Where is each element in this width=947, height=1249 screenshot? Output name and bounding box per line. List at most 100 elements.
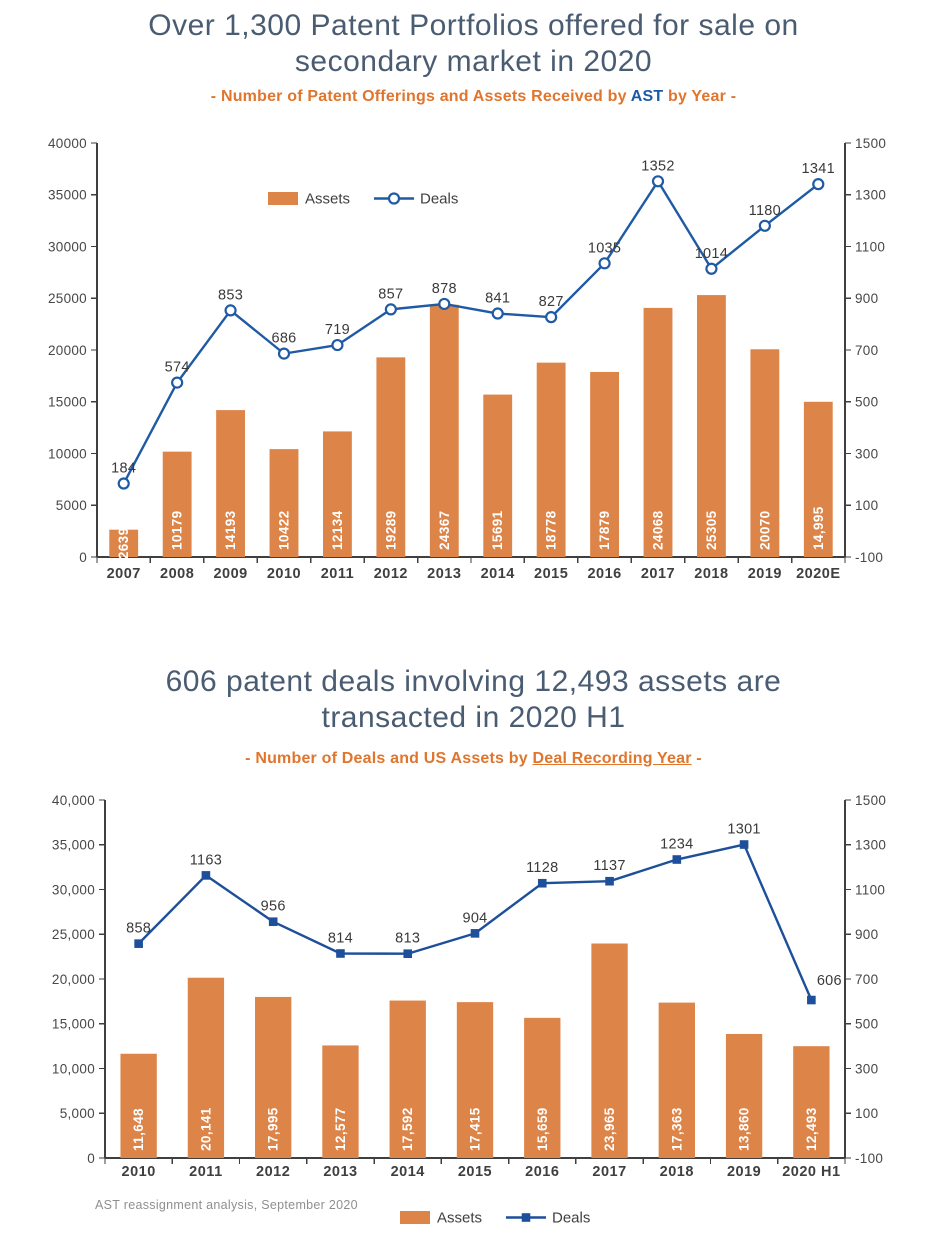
svg-text:574: 574 (165, 360, 190, 376)
svg-text:23,965: 23,965 (602, 1107, 617, 1151)
svg-text:2016: 2016 (525, 1164, 559, 1180)
svg-text:10422: 10422 (277, 510, 292, 550)
chart2-subtitle-suffix: - (691, 750, 702, 767)
svg-text:10,000: 10,000 (52, 1061, 95, 1076)
chart1-subtitle-suffix: by Year - (663, 88, 737, 105)
svg-text:2015: 2015 (534, 566, 568, 582)
svg-text:2008: 2008 (160, 566, 194, 582)
svg-text:1234: 1234 (660, 837, 693, 853)
svg-text:17879: 17879 (597, 510, 612, 550)
svg-text:14,995: 14,995 (811, 506, 826, 550)
svg-text:1300: 1300 (855, 188, 886, 203)
svg-text:17,995: 17,995 (266, 1107, 281, 1151)
svg-text:0: 0 (87, 1151, 95, 1166)
chart2-subtitle-underlined: Deal Recording Year (532, 750, 692, 767)
svg-text:300: 300 (855, 446, 878, 461)
svg-text:18778: 18778 (544, 510, 559, 550)
svg-text:500: 500 (855, 395, 878, 410)
svg-text:-100: -100 (855, 1151, 883, 1166)
svg-text:20070: 20070 (757, 510, 772, 550)
svg-text:606: 606 (817, 973, 842, 989)
svg-text:2013: 2013 (427, 566, 461, 582)
source-note: AST reassignment analysis, September 202… (95, 1198, 358, 1212)
svg-text:1341: 1341 (802, 161, 835, 177)
svg-text:Deals: Deals (420, 191, 458, 208)
svg-text:700: 700 (855, 343, 878, 358)
chart1-title: Over 1,300 Patent Portfolios offered for… (0, 8, 947, 80)
svg-text:20,141: 20,141 (198, 1107, 213, 1151)
svg-text:40000: 40000 (48, 136, 87, 151)
svg-text:13,860: 13,860 (737, 1107, 752, 1151)
svg-text:15691: 15691 (490, 510, 505, 550)
svg-text:Assets: Assets (437, 1210, 482, 1227)
chart2-subtitle-prefix: - Number of Deals and US Assets by (245, 750, 533, 767)
svg-text:1128: 1128 (526, 860, 558, 876)
svg-text:2009: 2009 (213, 566, 247, 582)
svg-text:2020 H1: 2020 H1 (782, 1164, 840, 1180)
svg-text:2020E: 2020E (796, 566, 840, 582)
svg-text:0: 0 (79, 550, 87, 565)
svg-text:500: 500 (855, 1017, 878, 1032)
svg-text:1352: 1352 (641, 158, 674, 174)
svg-text:10000: 10000 (48, 446, 87, 461)
svg-text:184: 184 (111, 461, 136, 477)
svg-text:15,000: 15,000 (52, 1017, 95, 1032)
svg-text:1500: 1500 (855, 793, 886, 808)
svg-text:956: 956 (261, 899, 286, 915)
svg-text:2019: 2019 (748, 566, 782, 582)
chart1-title-line1: Over 1,300 Patent Portfolios offered for… (148, 9, 799, 42)
svg-text:Deals: Deals (552, 1210, 590, 1227)
svg-text:1300: 1300 (855, 838, 886, 853)
svg-text:Assets: Assets (305, 191, 350, 208)
svg-text:2013: 2013 (323, 1164, 357, 1180)
svg-text:5000: 5000 (56, 498, 87, 513)
chart2-subtitle: - Number of Deals and US Assets by Deal … (0, 750, 947, 768)
svg-text:25305: 25305 (704, 510, 719, 550)
svg-text:12,493: 12,493 (804, 1107, 819, 1151)
svg-text:2017: 2017 (592, 1164, 626, 1180)
svg-text:24068: 24068 (651, 510, 666, 550)
svg-text:878: 878 (432, 281, 457, 297)
svg-text:853: 853 (218, 287, 243, 303)
svg-text:841: 841 (485, 291, 510, 307)
svg-text:2011: 2011 (189, 1164, 222, 1180)
svg-text:15,659: 15,659 (535, 1107, 550, 1151)
svg-text:1100: 1100 (855, 239, 885, 254)
svg-text:719: 719 (325, 322, 350, 338)
svg-text:686: 686 (271, 331, 296, 347)
svg-text:40,000: 40,000 (52, 793, 95, 808)
chart1-title-line2: secondary market in 2020 (294, 45, 653, 78)
svg-text:100: 100 (855, 498, 878, 513)
svg-text:900: 900 (855, 291, 878, 306)
svg-text:-100: -100 (855, 550, 883, 565)
svg-text:2018: 2018 (660, 1164, 694, 1180)
svg-text:2012: 2012 (374, 566, 408, 582)
svg-text:2015: 2015 (458, 1164, 492, 1180)
svg-text:827: 827 (539, 294, 564, 310)
svg-text:2010: 2010 (267, 566, 301, 582)
chart1-canvas: 40000 35000 30000 25000 20000 15000 10000 5000 0… (48, 136, 886, 582)
svg-text:1500: 1500 (855, 136, 886, 151)
svg-text:5,000: 5,000 (60, 1106, 95, 1121)
chart2-title-line1: 606 patent deals involving 12,493 assets… (165, 665, 782, 698)
svg-text:2016: 2016 (587, 566, 621, 582)
chart2-canvas: 40,000 35,000 30,000 25,000 20,000 15,000 10,0… (52, 793, 886, 1227)
svg-text:1137: 1137 (593, 858, 625, 874)
svg-text:813: 813 (395, 931, 420, 947)
svg-text:17,415: 17,415 (468, 1107, 483, 1151)
svg-text:35,000: 35,000 (52, 838, 95, 853)
svg-text:12134: 12134 (330, 510, 345, 550)
svg-text:904: 904 (462, 910, 487, 926)
chart1-subtitle-ast: AST (630, 88, 664, 105)
svg-text:700: 700 (855, 972, 878, 987)
svg-text:900: 900 (855, 927, 878, 942)
svg-text:2012: 2012 (256, 1164, 290, 1180)
svg-text:1035: 1035 (588, 240, 621, 256)
svg-text:14193: 14193 (223, 510, 238, 550)
chart2-title-line2: transacted in 2020 H1 (321, 701, 626, 734)
chart2-title: 606 patent deals involving 12,493 assets… (0, 664, 947, 736)
svg-text:17,363: 17,363 (669, 1107, 684, 1151)
svg-text:25000: 25000 (48, 291, 87, 306)
svg-text:1180: 1180 (749, 203, 781, 219)
